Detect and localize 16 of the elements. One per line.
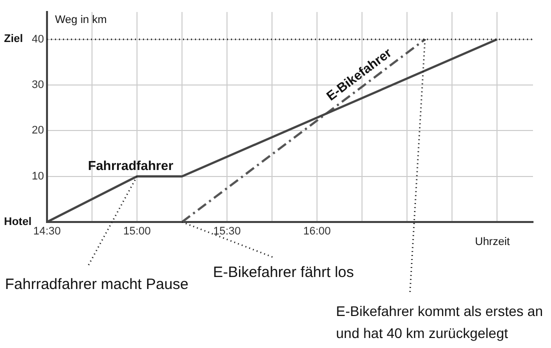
y-tick-label: 10 [32, 170, 44, 182]
x-tick-label: 14:30 [33, 226, 61, 238]
y-axis-title: Weg in km [55, 14, 107, 26]
x-tick-label: 15:30 [213, 226, 241, 238]
y-tick-label: 30 [32, 79, 44, 92]
y-tick-label: 40 [32, 33, 44, 46]
x-tick-label: 16:00 [303, 226, 331, 238]
annotation: Fahrradfahrer macht Pause [5, 275, 188, 295]
series-label: Fahrradfahrer [88, 158, 174, 173]
x-axis-title: Uhrzeit [475, 236, 510, 248]
y-tick-label: 20 [32, 124, 44, 137]
annotation: E-Bikefahrer kommt als erstes an und hat 40 km zurückgelegt [336, 302, 544, 343]
annotation: E-Bikefahrer fährt los [213, 263, 354, 283]
text: Ziel [4, 32, 23, 46]
text: Hotel [4, 215, 32, 229]
x-tick-label: 15:00 [123, 226, 151, 238]
